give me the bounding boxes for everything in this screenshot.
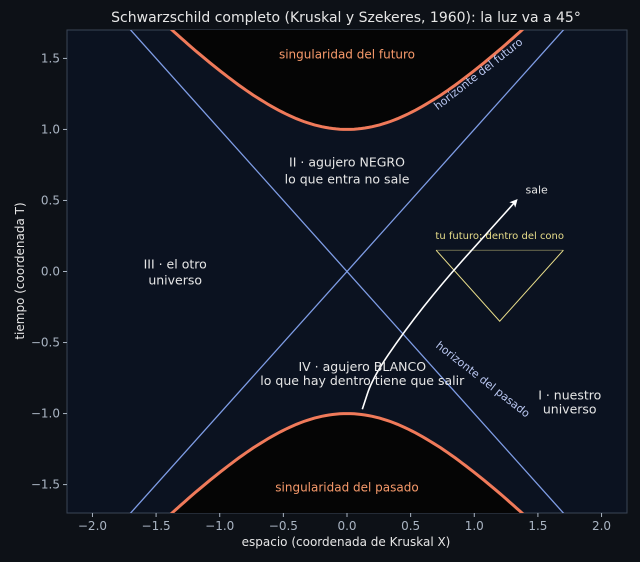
escape-arrow-label: sale (525, 183, 548, 196)
y-tick-label: 0.0 (41, 265, 60, 279)
y-tick-label: −0.5 (31, 336, 60, 350)
region-iii-title: III · el otro (144, 257, 207, 272)
x-tick-label: −1.5 (142, 519, 171, 533)
y-tick-label: 0.5 (41, 193, 60, 207)
past-singularity-label: singularidad del pasado (275, 481, 418, 495)
x-tick-label: −2.0 (78, 519, 107, 533)
region-ii-title: II · agujero NEGRO (289, 154, 405, 169)
x-tick-label: −1.0 (205, 519, 234, 533)
singularity-future-region (172, 30, 522, 130)
x-tick-label: 1.0 (465, 519, 484, 533)
region-iv-title: IV · agujero BLANCO (298, 359, 426, 374)
chart-title: Schwarzschild completo (Kruskal y Szeker… (111, 10, 581, 26)
light-cone (435, 249, 564, 322)
future-singularity-label: singularidad del futuro (279, 47, 415, 61)
singularity-future-curve (169, 30, 525, 131)
x-tick-label: 0.5 (401, 519, 420, 533)
region-ii-subtitle: lo que entra no sale (285, 171, 410, 186)
light-cone-label: tu futuro: dentro del cono (435, 231, 564, 242)
y-tick-label: −1.0 (31, 407, 60, 421)
x-tick-label: 1.5 (528, 519, 547, 533)
horizon-line-2 (129, 30, 565, 513)
escape-arrow (361, 199, 518, 410)
y-axis-label: tiempo (coordenada T) (13, 202, 27, 339)
region-iv-subtitle: lo que hay dentro tiene que salir (260, 373, 465, 388)
y-tick-label: −1.5 (31, 478, 60, 492)
region-i-subtitle: universo (543, 402, 597, 417)
region-iii-subtitle: universo (148, 272, 202, 287)
y-tick-label: 1.0 (41, 122, 60, 136)
x-tick-label: 0.0 (337, 519, 356, 533)
y-tick-label: 1.5 (41, 51, 60, 65)
x-tick-label: 2.0 (592, 519, 611, 533)
singularity-past-curve (169, 412, 525, 513)
x-tick-label: −0.5 (269, 519, 298, 533)
region-i-title: I · nuestro (538, 387, 601, 402)
singularity-past-region (172, 413, 522, 513)
x-axis-label: espacio (coordenada de Kruskal X) (242, 535, 451, 549)
